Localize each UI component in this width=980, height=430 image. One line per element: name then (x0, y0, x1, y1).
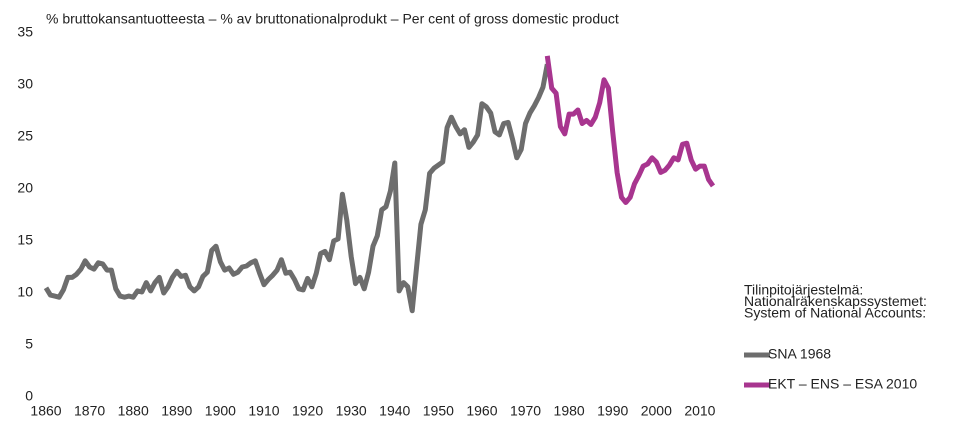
y-tick-label: 10 (17, 284, 33, 300)
legend-label: EKT – ENS – ESA 2010 (768, 376, 917, 392)
x-tick-label: 2000 (641, 403, 672, 419)
line-series (544, 55, 716, 205)
legend-title: Nationalräkenskapssystemet: (744, 293, 927, 309)
y-tick-label: 15 (17, 232, 33, 248)
y-tick-label: 20 (17, 180, 33, 196)
y-tick-label: 25 (17, 128, 33, 144)
chart-title: % bruttokansantuotteesta – % av bruttona… (46, 11, 619, 27)
y-tick-label: 35 (17, 24, 33, 40)
y-tick-label: 0 (25, 388, 33, 404)
x-tick-label: 1960 (466, 403, 497, 419)
x-tick-label: 1940 (379, 403, 410, 419)
legend-label: SNA 1968 (768, 346, 831, 362)
x-tick-label: 1900 (205, 403, 236, 419)
line-series (43, 63, 550, 314)
x-tick-label: 1880 (118, 403, 149, 419)
x-tick-label: 1980 (554, 403, 585, 419)
x-tick-label: 1920 (292, 403, 323, 419)
legend-title: System of National Accounts: (744, 305, 926, 321)
x-tick-label: 2010 (684, 403, 715, 419)
x-tick-label: 1910 (248, 403, 279, 419)
x-tick-label: 1950 (423, 403, 454, 419)
x-tick-label: 1970 (510, 403, 541, 419)
x-tick-label: 1890 (161, 403, 192, 419)
legend-title: Tilinpitojärjestelmä: (744, 282, 863, 298)
x-tick-label: 1860 (30, 403, 61, 419)
y-tick-label: 30 (17, 76, 33, 92)
x-tick-label: 1990 (597, 403, 628, 419)
x-tick-label: 1870 (74, 403, 105, 419)
x-tick-label: 1930 (336, 403, 367, 419)
y-tick-label: 5 (25, 336, 33, 352)
